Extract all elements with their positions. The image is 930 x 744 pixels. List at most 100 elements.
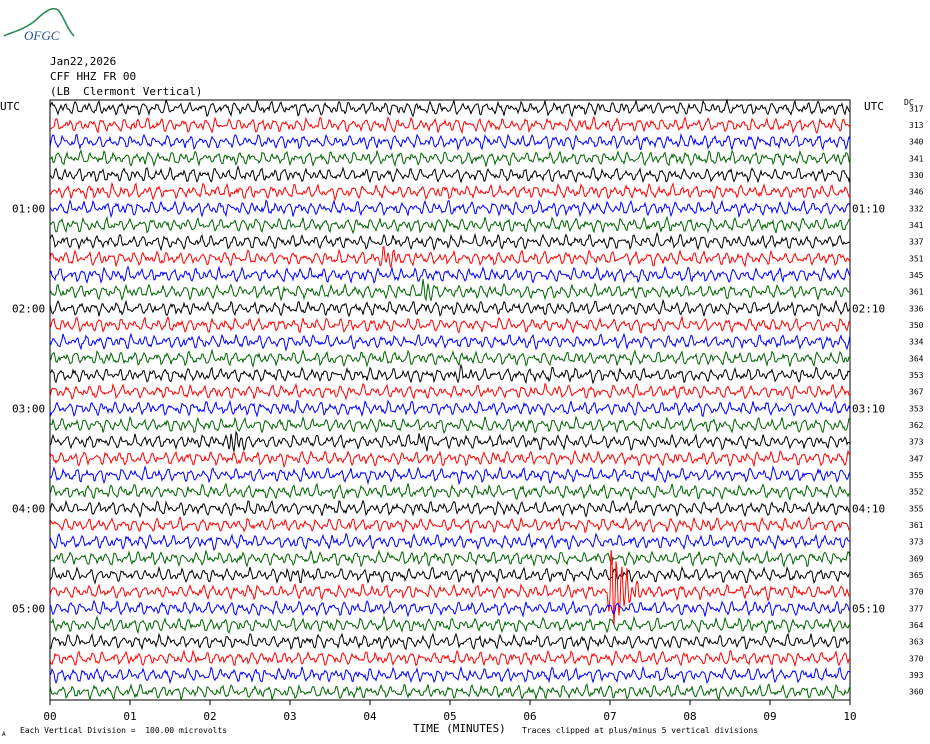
x-tick-label: 07	[603, 710, 616, 723]
header-date: Jan22,2026	[50, 55, 117, 68]
trace-line-25	[49, 499, 851, 519]
trace-line-19	[49, 399, 851, 418]
trace-line-10	[49, 245, 851, 269]
left-hour-label: 02:00	[12, 302, 45, 315]
dc-offset-label: 361	[909, 521, 924, 530]
dc-offset-label: 377	[909, 604, 924, 613]
trace-line-8	[49, 215, 851, 235]
dc-offset-label: 352	[909, 488, 924, 497]
dc-offset-label: 341	[909, 221, 924, 230]
dc-offset-label: 346	[909, 188, 924, 197]
dc-offset-label: 369	[909, 554, 924, 563]
x-tick-label: 00	[43, 710, 56, 723]
trace-line-3	[49, 132, 851, 152]
dc-offset-label: 370	[909, 654, 924, 663]
trace-line-1	[49, 98, 851, 118]
trace-line-16	[49, 348, 851, 369]
dc-offset-label: 373	[909, 538, 924, 547]
trace-line-21	[49, 430, 851, 452]
x-tick-label: 06	[523, 710, 536, 723]
left-hour-label: 03:00	[12, 402, 45, 415]
dc-offset-label: 336	[909, 304, 924, 313]
dc-offset-label: 330	[909, 171, 924, 180]
trace-line-18	[49, 382, 851, 401]
trace-line-11	[49, 265, 851, 285]
trace-line-32	[49, 615, 851, 635]
trace-line-14	[49, 315, 851, 335]
dc-offset-label: 340	[909, 138, 924, 147]
x-tick-label: 01	[123, 710, 136, 723]
ofgc-logo-icon: OFGC	[2, 2, 77, 48]
dc-offset-label: 364	[909, 354, 924, 363]
trace-line-4	[49, 149, 851, 168]
trace-line-12	[49, 278, 851, 302]
trace-line-5	[49, 165, 851, 184]
dc-offset-label: 332	[909, 204, 924, 213]
trace-line-23	[49, 465, 851, 486]
right-hour-label: 03:10	[852, 402, 885, 415]
x-tick-label: 03	[283, 710, 296, 723]
dc-offset-label: 365	[909, 571, 924, 580]
left-hour-label: 04:00	[12, 502, 45, 515]
dc-offset-label: 362	[909, 421, 924, 430]
header-station: CFF HHZ FR 00	[50, 70, 137, 83]
dc-offset-label: 360	[909, 688, 924, 697]
trace-line-31	[49, 599, 851, 618]
trace-line-20	[49, 415, 851, 435]
dc-offset-label: 345	[909, 271, 924, 280]
scale-note: Each Vertical Division = 100.00 microvol…	[20, 726, 228, 735]
trace-line-35	[49, 665, 851, 685]
right-hour-label: 02:10	[852, 302, 885, 315]
header-location: (LB Clermont Vertical)	[50, 85, 203, 98]
dc-offset-label: 350	[909, 321, 924, 330]
dc-offset-label: 351	[909, 254, 924, 263]
left-axis-title: UTC	[0, 100, 20, 113]
trace-line-6	[49, 181, 851, 202]
left-hour-label: 01:00	[12, 202, 45, 215]
trace-line-7	[49, 199, 851, 219]
logo-text: OFGC	[24, 28, 60, 43]
x-tick-label: 10	[843, 710, 856, 723]
dc-offset-label: 313	[909, 121, 924, 130]
trace-line-30	[49, 549, 851, 625]
dc-offset-label: 367	[909, 388, 924, 397]
x-tick-label: 08	[683, 710, 696, 723]
trace-line-34	[49, 649, 850, 668]
dc-offset-label: 364	[909, 621, 924, 630]
trace-line-27	[49, 532, 851, 552]
x-axis-title: TIME (MINUTES)	[413, 722, 506, 735]
corner-mark: A	[2, 731, 6, 738]
right-hour-label: 04:10	[852, 502, 885, 515]
right-axis-title: UTC	[864, 100, 884, 113]
x-tick-label: 05	[443, 710, 456, 723]
right-hour-label: 01:10	[852, 202, 885, 215]
dc-offset-label: 337	[909, 238, 924, 247]
trace-line-29	[49, 565, 851, 585]
x-tick-label: 09	[763, 710, 776, 723]
left-hour-label: 05:00	[12, 602, 45, 615]
trace-line-33	[50, 632, 851, 652]
trace-line-13	[49, 298, 851, 318]
dc-offset-label: 370	[909, 588, 924, 597]
dc-offset-label: 334	[909, 338, 924, 347]
trace-line-36	[49, 683, 851, 701]
trace-line-15	[49, 332, 851, 352]
dc-offset-label: 347	[909, 454, 924, 463]
dc-offset-label: 353	[909, 371, 924, 380]
dc-offset-label: 393	[909, 671, 924, 680]
dc-offset-label: 353	[909, 404, 924, 413]
dc-offset-label: 317	[909, 104, 924, 113]
x-tick-label: 02	[203, 710, 216, 723]
trace-line-2	[49, 115, 851, 135]
dc-offset-label: 363	[909, 638, 924, 647]
trace-line-9	[49, 231, 851, 252]
clip-note: Traces clipped at plus/minus 5 vertical …	[522, 726, 759, 735]
trace-line-28	[49, 549, 851, 568]
trace-line-17	[49, 363, 851, 385]
trace-line-24	[49, 482, 851, 501]
dc-offset-label: 361	[909, 288, 924, 297]
trace-line-26	[49, 516, 851, 534]
dc-offset-label: 355	[909, 471, 924, 480]
trace-line-22	[49, 449, 851, 469]
